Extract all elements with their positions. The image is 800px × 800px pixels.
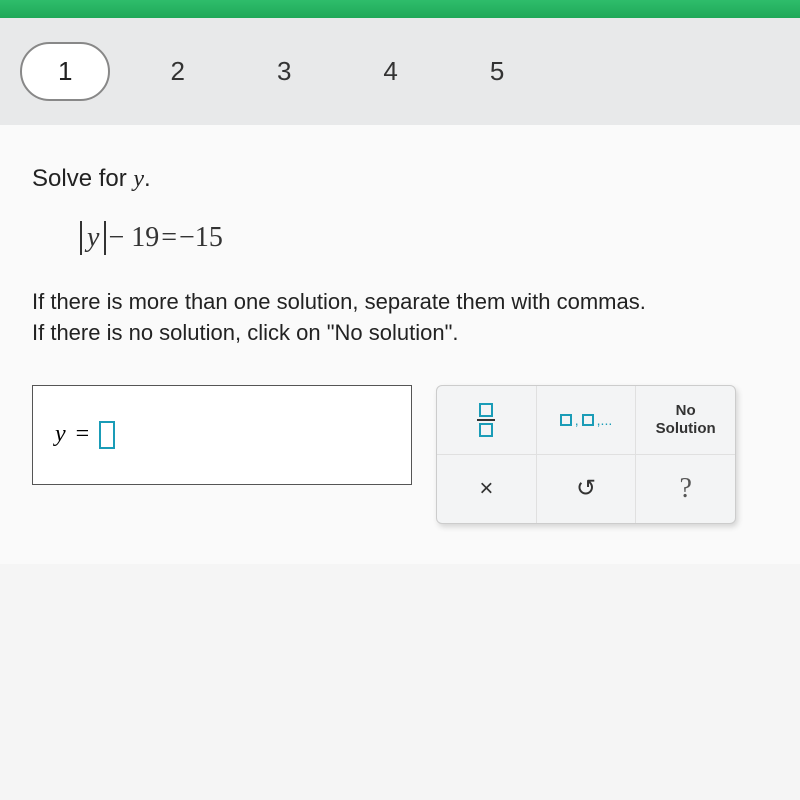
nav-item-1-active[interactable]: 1 xyxy=(20,42,110,101)
top-bar xyxy=(0,0,800,18)
abs-bar-right xyxy=(104,221,106,255)
no-solution-label: No Solution xyxy=(656,402,716,438)
fraction-button[interactable] xyxy=(437,386,537,454)
answer-box[interactable]: y = xyxy=(32,385,412,485)
toolbox-row-1: , ,... No Solution xyxy=(437,386,735,455)
clear-button[interactable]: × xyxy=(437,455,537,523)
abs-bar-left xyxy=(80,221,82,255)
list-box-2-icon xyxy=(582,414,594,426)
answer-equals: = xyxy=(76,421,90,448)
fraction-icon xyxy=(477,403,495,437)
list-button[interactable]: , ,... xyxy=(537,386,637,454)
list-ellipsis: ,... xyxy=(597,412,613,428)
fraction-numerator-icon xyxy=(479,403,493,417)
instructions: If there is more than one solution, sepa… xyxy=(32,287,768,349)
no-solution-line2: Solution xyxy=(656,420,716,438)
undo-button[interactable]: ↺ xyxy=(537,455,637,523)
clear-icon: × xyxy=(479,475,493,503)
instructions-line1: If there is more than one solution, sepa… xyxy=(32,287,768,318)
undo-icon: ↺ xyxy=(576,474,596,503)
toolbox-row-2: × ↺ ? xyxy=(437,455,735,523)
equation-rhs: −15 xyxy=(179,222,223,254)
prompt-suffix: . xyxy=(144,165,151,192)
fraction-bar-icon xyxy=(477,419,495,421)
nav-item-3[interactable]: 3 xyxy=(245,44,323,99)
list-box-1-icon xyxy=(560,414,572,426)
prompt-prefix: Solve for xyxy=(32,165,133,192)
equation-lhs-rest: − 19 xyxy=(108,222,159,254)
help-button[interactable]: ? xyxy=(636,455,735,523)
answer-input[interactable] xyxy=(99,421,115,449)
list-icon: , ,... xyxy=(560,412,612,428)
nav-item-2[interactable]: 2 xyxy=(138,44,216,99)
nav-item-4[interactable]: 4 xyxy=(351,44,429,99)
help-icon: ? xyxy=(679,473,691,505)
prompt-variable: y xyxy=(133,166,144,192)
equation: y − 19 = −15 xyxy=(80,221,768,255)
answer-variable: y xyxy=(55,421,66,448)
fraction-denominator-icon xyxy=(479,423,493,437)
nav-item-5[interactable]: 5 xyxy=(458,44,536,99)
toolbox: , ,... No Solution × ↺ xyxy=(436,385,736,524)
question-nav: 1 2 3 4 5 xyxy=(0,18,800,125)
no-solution-button[interactable]: No Solution xyxy=(636,386,735,454)
equation-equals: = xyxy=(161,222,177,254)
content-area: Solve for y. y − 19 = −15 If there is mo… xyxy=(0,125,800,564)
prompt-text: Solve for y. xyxy=(32,165,768,193)
answer-row: y = , ,... xyxy=(32,385,768,524)
no-solution-line1: No xyxy=(656,402,716,420)
instructions-line2: If there is no solution, click on "No so… xyxy=(32,318,768,349)
equation-variable: y xyxy=(84,222,102,254)
